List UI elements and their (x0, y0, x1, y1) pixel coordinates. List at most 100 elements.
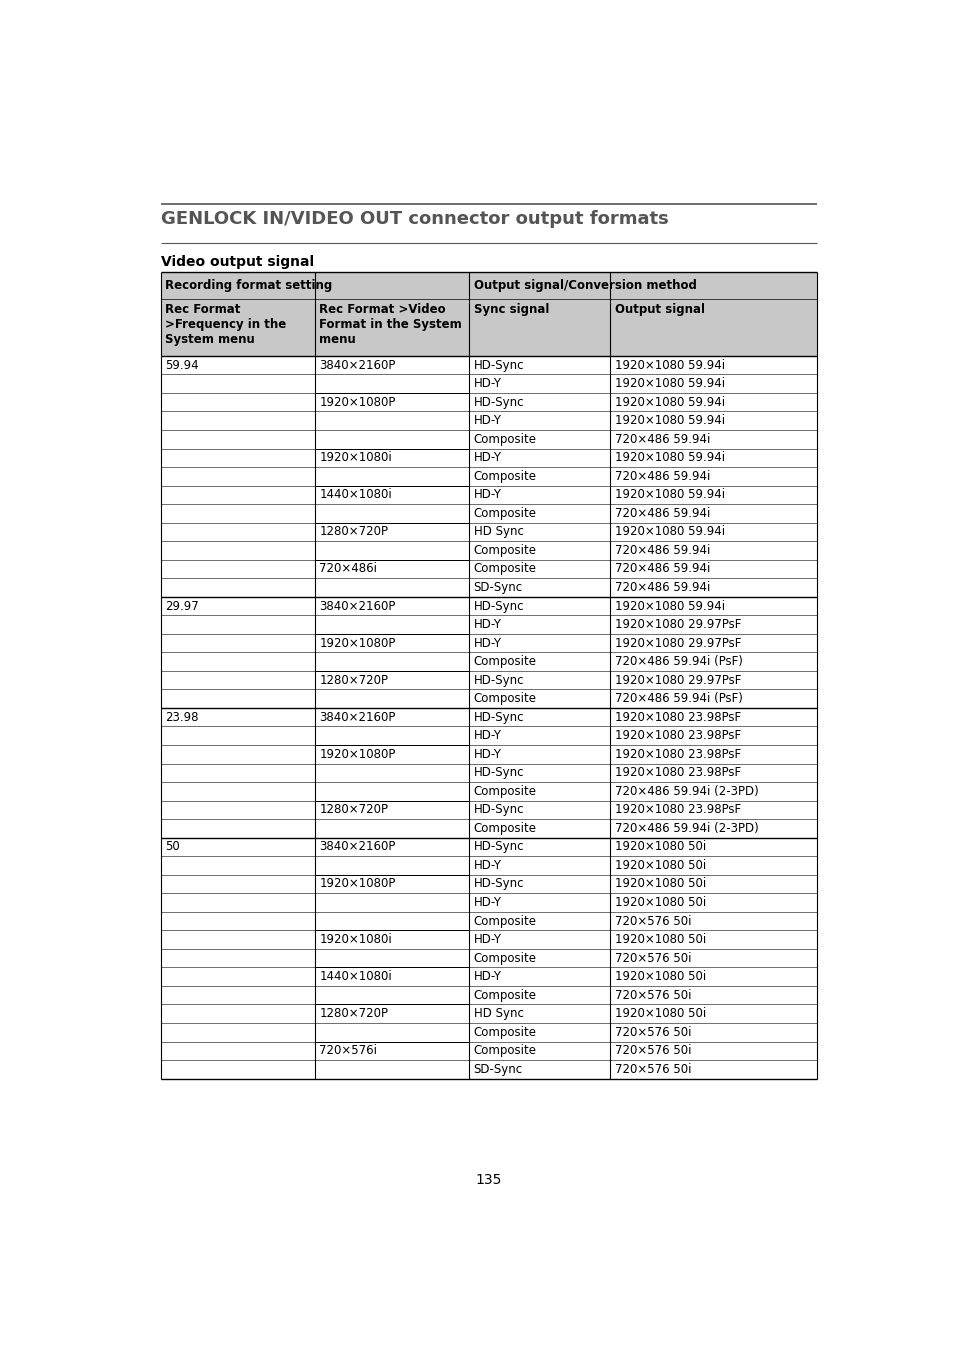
Text: 720×486 59.94i (2-3PD): 720×486 59.94i (2-3PD) (614, 822, 758, 836)
Bar (314, 560, 469, 579)
Bar (160, 745, 314, 764)
Bar (469, 356, 610, 375)
Bar (610, 485, 817, 504)
Text: 1920×1080 59.94i: 1920×1080 59.94i (614, 488, 724, 502)
Bar (469, 449, 610, 466)
Bar (469, 838, 610, 856)
Bar (610, 1005, 817, 1023)
Bar (314, 1005, 469, 1023)
Text: Rec Format >Video
Format in the System
menu: Rec Format >Video Format in the System m… (319, 303, 461, 346)
Text: HD-Sync: HD-Sync (474, 803, 523, 817)
Bar (610, 819, 817, 838)
Text: HD-Y: HD-Y (474, 488, 501, 502)
Bar (469, 875, 610, 894)
Text: 1920×1080 59.94i: 1920×1080 59.94i (614, 599, 724, 612)
Text: 3840×2160P: 3840×2160P (319, 358, 395, 372)
Text: 135: 135 (476, 1174, 501, 1187)
Bar (160, 504, 314, 523)
Text: 720×576 50i: 720×576 50i (614, 952, 691, 964)
Text: 720×486 59.94i: 720×486 59.94i (614, 562, 709, 576)
Text: 1920×1080 29.97PsF: 1920×1080 29.97PsF (614, 637, 740, 649)
Bar (469, 671, 610, 690)
Bar (314, 745, 469, 764)
Text: 1280×720P: 1280×720P (319, 673, 388, 687)
Text: Composite: Composite (474, 988, 537, 1002)
Bar (610, 838, 817, 856)
Bar (160, 634, 314, 653)
Text: HD-Y: HD-Y (474, 971, 501, 983)
Bar (610, 634, 817, 653)
Bar (610, 1041, 817, 1060)
Bar (160, 356, 314, 375)
Bar (610, 856, 817, 875)
Bar (610, 653, 817, 671)
Text: 720×486 59.94i: 720×486 59.94i (614, 470, 709, 483)
Text: 1920×1080 23.98PsF: 1920×1080 23.98PsF (614, 767, 740, 779)
Bar (610, 726, 817, 745)
Text: SD-Sync: SD-Sync (474, 581, 522, 594)
Bar (469, 560, 610, 579)
Text: 1920×1080i: 1920×1080i (319, 452, 392, 464)
Bar (314, 1023, 469, 1041)
Bar (610, 1023, 817, 1041)
Bar (469, 708, 610, 726)
Bar (160, 856, 314, 875)
Bar (469, 634, 610, 653)
Text: 1920×1080 29.97PsF: 1920×1080 29.97PsF (614, 673, 740, 687)
Text: 1920×1080 23.98PsF: 1920×1080 23.98PsF (614, 729, 740, 742)
Bar (160, 560, 314, 579)
Text: Composite: Composite (474, 656, 537, 668)
Text: HD-Sync: HD-Sync (474, 599, 523, 612)
Text: 50: 50 (165, 841, 180, 853)
Text: 1920×1080i: 1920×1080i (319, 933, 392, 946)
Text: 1280×720P: 1280×720P (319, 803, 388, 817)
Bar (610, 375, 817, 393)
Text: 59.94: 59.94 (165, 358, 198, 372)
Bar (610, 875, 817, 894)
Bar (610, 449, 817, 466)
Text: HD-Y: HD-Y (474, 859, 501, 872)
Bar (160, 838, 314, 856)
Text: 720×486 59.94i: 720×486 59.94i (614, 581, 709, 594)
Text: 1920×1080 59.94i: 1920×1080 59.94i (614, 377, 724, 391)
Text: 23.98: 23.98 (165, 711, 198, 723)
Bar (610, 430, 817, 449)
Bar (469, 375, 610, 393)
Text: 720×576 50i: 720×576 50i (614, 988, 691, 1002)
Bar (160, 272, 469, 299)
Bar (469, 690, 610, 708)
Bar (314, 299, 469, 356)
Text: GENLOCK IN/VIDEO OUT connector output formats: GENLOCK IN/VIDEO OUT connector output fo… (160, 210, 668, 228)
Text: Composite: Composite (474, 914, 537, 927)
Bar (610, 523, 817, 541)
Bar (469, 894, 610, 911)
Bar (160, 930, 314, 949)
Bar (160, 541, 314, 560)
Text: HD-Y: HD-Y (474, 377, 501, 391)
Text: 720×486 59.94i (PsF): 720×486 59.94i (PsF) (614, 692, 742, 706)
Bar (610, 541, 817, 560)
Text: 720×576i: 720×576i (319, 1044, 377, 1057)
Bar (160, 986, 314, 1005)
Text: 1920×1080 50i: 1920×1080 50i (614, 896, 705, 909)
Bar (469, 299, 610, 356)
Bar (314, 856, 469, 875)
Text: 1920×1080 59.94i: 1920×1080 59.94i (614, 396, 724, 408)
Bar (160, 911, 314, 930)
Bar (610, 1060, 817, 1079)
Bar (160, 466, 314, 485)
Text: Composite: Composite (474, 507, 537, 521)
Text: 720×486 59.94i (2-3PD): 720×486 59.94i (2-3PD) (614, 786, 758, 798)
Text: Sync signal: Sync signal (474, 303, 549, 316)
Bar (314, 875, 469, 894)
Bar (469, 411, 610, 430)
Bar (469, 800, 610, 819)
Text: 1920×1080 59.94i: 1920×1080 59.94i (614, 358, 724, 372)
Text: HD-Sync: HD-Sync (474, 711, 523, 723)
Text: HD-Sync: HD-Sync (474, 877, 523, 891)
Bar (160, 485, 314, 504)
Text: 1920×1080P: 1920×1080P (319, 637, 395, 649)
Bar (469, 579, 610, 596)
Bar (160, 894, 314, 911)
Text: 720×486 59.94i: 720×486 59.94i (614, 544, 709, 557)
